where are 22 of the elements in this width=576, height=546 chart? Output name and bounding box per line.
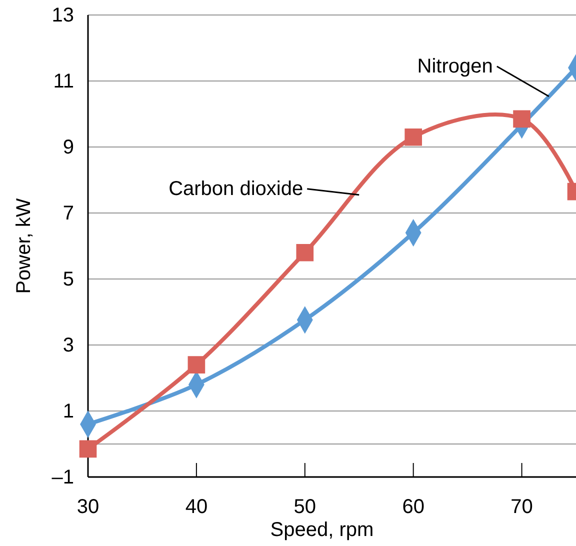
x-tick-label: 70: [510, 496, 533, 518]
x-tick-label: 30: [76, 496, 100, 518]
series-label: Carbon dioxide: [168, 178, 304, 200]
y-tick-label: 7: [62, 202, 74, 224]
y-tick-label: 1: [62, 400, 74, 422]
point: [404, 128, 422, 146]
x-tick-label: 40: [185, 496, 208, 518]
y-tick-label: 9: [62, 136, 74, 158]
y-tick-label: 11: [53, 70, 74, 92]
text: Nitrogen: [417, 55, 493, 78]
y-tick-label: –1: [52, 466, 74, 488]
x-tick-label: 50: [294, 496, 316, 518]
point: [513, 110, 530, 128]
point: [188, 356, 206, 374]
point: [296, 244, 314, 262]
y-axis-title: Power, kW: [13, 198, 35, 294]
y-tick-label: 3: [62, 334, 74, 356]
point: [79, 440, 97, 458]
y-tick-label: 13: [52, 4, 74, 26]
x-tick-label: 60: [402, 496, 424, 518]
y-tick-label: 5: [62, 268, 74, 290]
x-axis-title: Speed, rpm: [270, 519, 374, 541]
